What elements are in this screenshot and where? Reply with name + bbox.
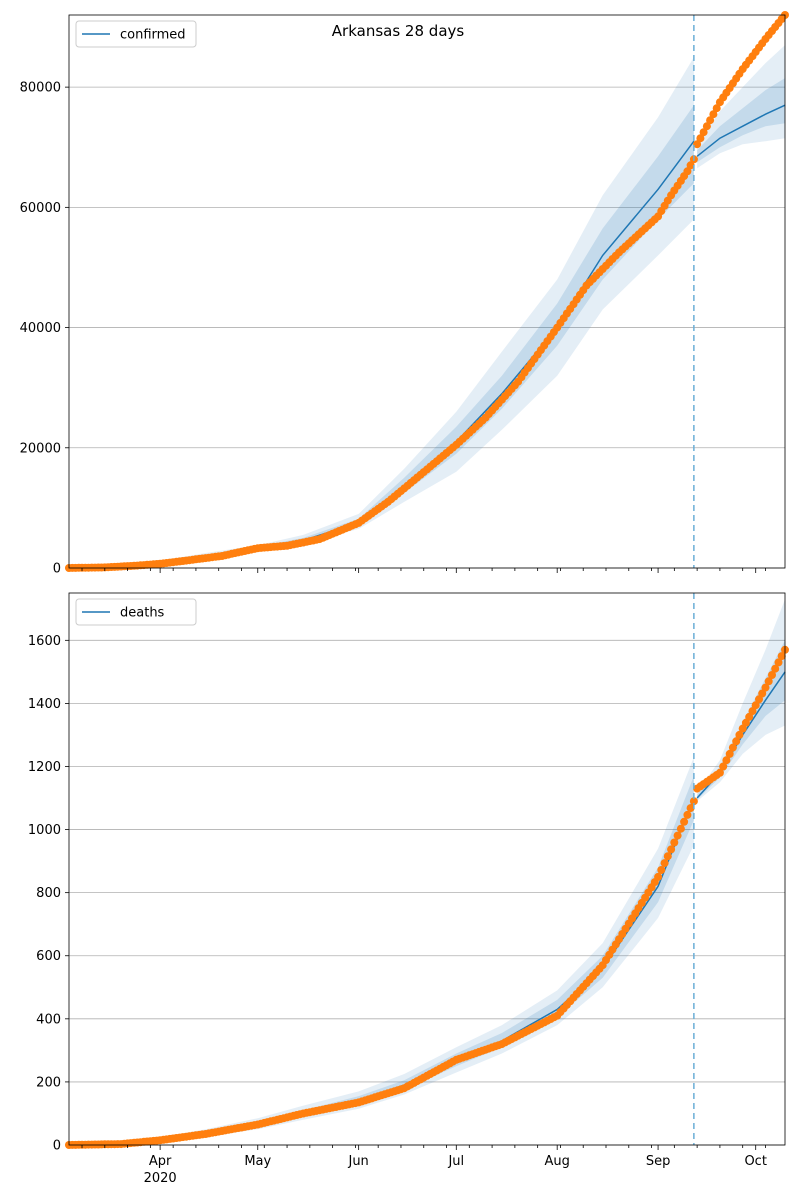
uncertainty-band (697, 45, 785, 169)
uncertainty-band (697, 78, 785, 163)
legend-box (75, 598, 197, 626)
observed-point (715, 768, 724, 777)
plot-frame (68, 592, 786, 1146)
observed-point (683, 167, 692, 176)
observed-point (676, 824, 685, 833)
observed-point (741, 718, 750, 727)
observed-point (686, 161, 695, 170)
observed-point (719, 762, 728, 771)
observed-point (735, 730, 744, 739)
x-tick-label: May (244, 1154, 271, 1169)
observed-point (774, 658, 783, 667)
observed-point (673, 831, 682, 840)
uncertainty-band (69, 57, 694, 568)
observed-point (657, 866, 666, 874)
legend-box (75, 20, 197, 48)
plot-frame (68, 14, 786, 569)
observed-point (686, 804, 695, 813)
observed-point (667, 845, 676, 854)
x-tick-label: Jun (347, 1154, 368, 1169)
observed-point (670, 838, 679, 847)
y-tick-label: 20000 (20, 441, 61, 456)
observed-point (722, 756, 731, 765)
uncertainty-band (69, 775, 694, 1145)
y-tick-label: 400 (36, 1012, 61, 1027)
observed-point (725, 749, 734, 758)
observed-point (680, 817, 689, 826)
deaths-panel: 0 200 400 600 800 1000 1200 1400 1600 Apr May Jun Ju… (28, 592, 789, 1186)
y-tick-label: 80000 (20, 81, 61, 96)
y-tick-label: 1000 (28, 823, 61, 838)
y-tick-label: 800 (36, 886, 61, 901)
y-tick-label: 0 (53, 562, 61, 577)
observed-point (777, 652, 786, 661)
y-tick-label: 60000 (20, 201, 61, 216)
observed-point (683, 810, 692, 819)
legend-label: confirmed (120, 28, 186, 43)
observed-point (709, 110, 718, 119)
legend: confirmed (75, 20, 197, 48)
observed-point (728, 743, 737, 752)
observed-point (699, 128, 708, 137)
observed-point (761, 683, 770, 692)
observed-point (732, 737, 741, 746)
observed-point (689, 797, 698, 806)
observed-point (768, 671, 776, 679)
observed-point (745, 712, 754, 721)
observed-point (693, 140, 702, 149)
legend: deaths (75, 598, 197, 626)
x-tick-label: Apr (149, 1154, 172, 1169)
observed-point (660, 859, 669, 868)
observed-point (706, 116, 715, 125)
observed-point (748, 707, 757, 716)
uncertainty-band (69, 757, 694, 1145)
observed-point (758, 689, 767, 698)
observed-point (712, 104, 721, 113)
observed-point (764, 677, 773, 686)
y-tick-label: 0 (53, 1139, 61, 1154)
observed-point (771, 664, 780, 673)
y-tick-label: 600 (36, 949, 61, 964)
confirmed-panel: 0 20000 40000 60000 80000 confirmed (20, 11, 789, 577)
y-tick-label: 1600 (28, 634, 61, 649)
x-tick-label: Aug (544, 1154, 569, 1169)
uncertainty-band (69, 105, 694, 568)
forecast-line (696, 104, 786, 157)
y-tick-label: 1200 (28, 760, 61, 775)
legend-label: deaths (120, 606, 165, 621)
y-tick-label: 40000 (20, 321, 61, 336)
observed-point (751, 701, 760, 710)
observed-point (663, 852, 672, 861)
x-tick-label: Oct (744, 1154, 766, 1169)
observed-point (654, 872, 663, 881)
x-tick-label: Sep (646, 1154, 671, 1169)
observed-point (702, 122, 711, 131)
y-tick-label: 1400 (28, 697, 61, 712)
chart-title: Arkansas 28 days (332, 22, 465, 40)
observed-point (696, 134, 705, 143)
x-tick-label: Jul (447, 1154, 464, 1169)
y-tick-label: 200 (36, 1075, 61, 1090)
x-year-label: 2020 (144, 1171, 177, 1186)
